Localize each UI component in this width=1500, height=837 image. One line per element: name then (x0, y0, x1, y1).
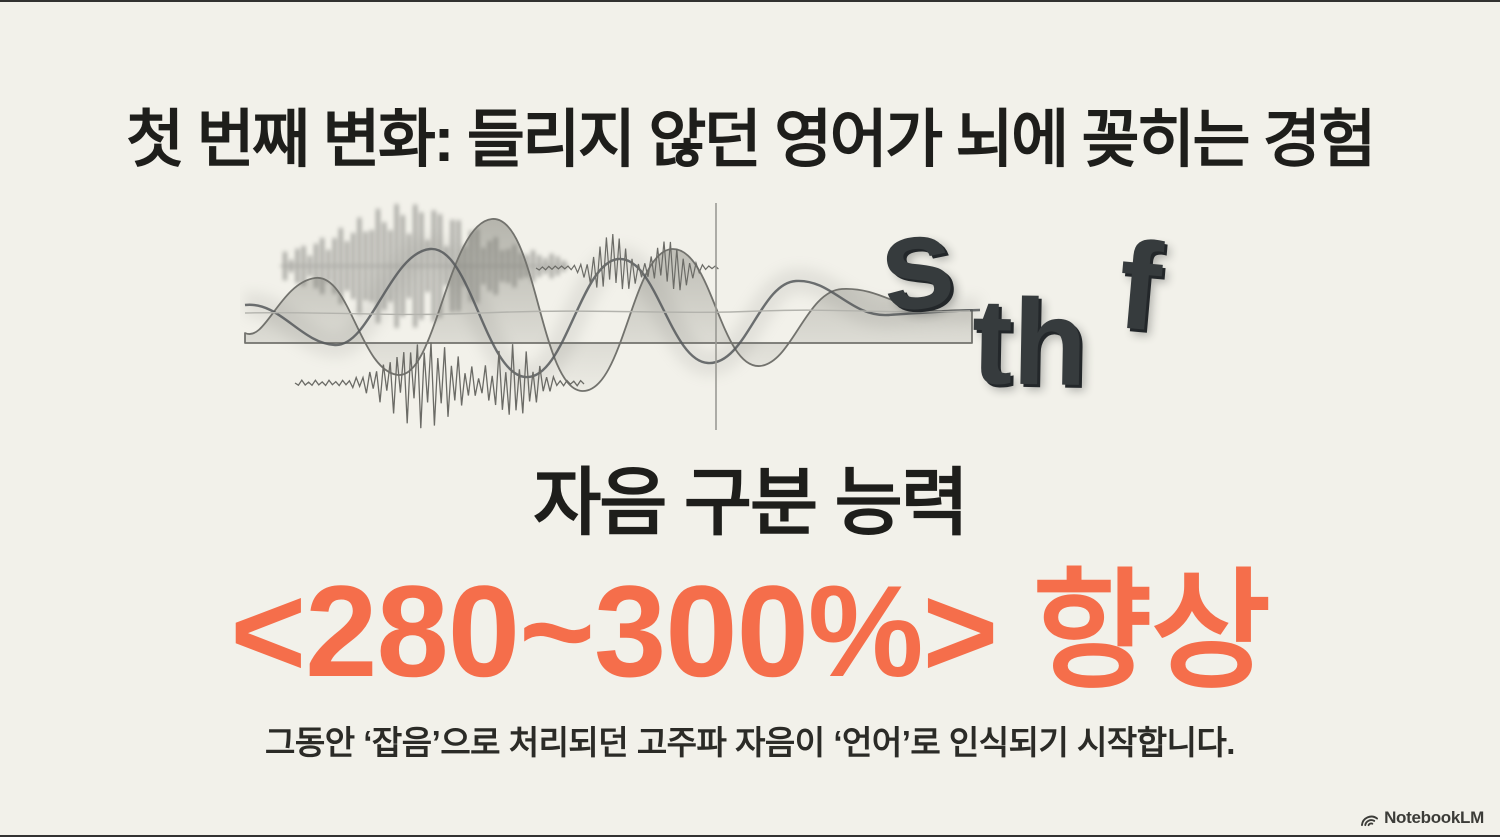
metric-label: 자음 구분 능력 (533, 461, 969, 544)
improvement-highlight: <280~300%> 향상 (230, 558, 1270, 704)
notebooklm-wordmark: NotebookLM (1384, 808, 1484, 827)
jagged-waveform-bottom (294, 342, 585, 429)
smooth-wave-filled (244, 218, 973, 392)
caption-text: 그동안 ‘잡음’으로 처리되던 고주파 자음이 ‘언어’로 인식되기 시작합니다… (265, 724, 1235, 761)
notebooklm-logo-icon (1360, 810, 1379, 827)
letterbox-bar-bottom (0, 835, 1500, 837)
letterbox-bar-top (0, 0, 1500, 2)
smooth-wave-faint (244, 309, 971, 316)
page-title: 첫 번째 변화: 들리지 않던 영어가 뇌에 꽂히는 경험 (126, 105, 1376, 176)
soundwave-illustration (243, 203, 981, 430)
notebooklm-watermark: NotebookLM (1360, 808, 1484, 828)
phoneme-letter-th: th (970, 273, 1089, 411)
phoneme-letter-s: s (872, 185, 961, 340)
smooth-wave-dark (244, 247, 981, 379)
jagged-waveform-right (535, 234, 719, 291)
